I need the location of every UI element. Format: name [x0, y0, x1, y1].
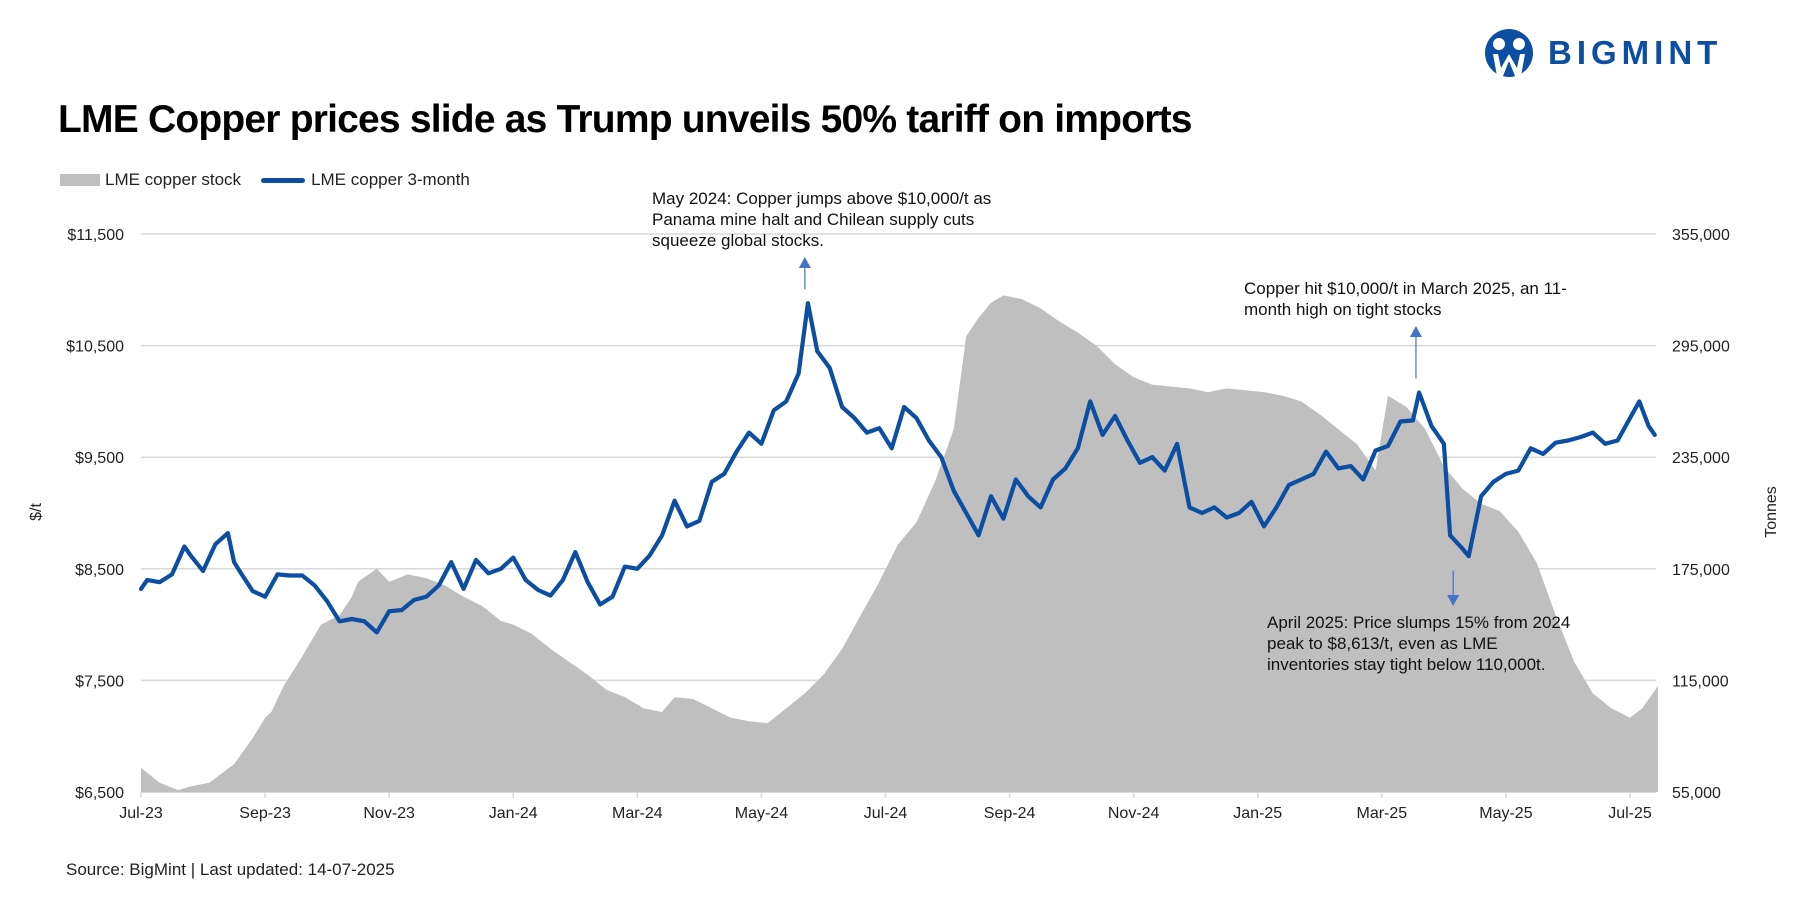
arrow-head-icon: [1447, 595, 1460, 606]
y2-tick-label: 115,000: [1672, 673, 1729, 690]
price-line: [138, 301, 1657, 635]
brand-logo: BIGMINT: [1484, 28, 1722, 78]
y2-tick-label: 55,000: [1672, 785, 1721, 802]
y-tick-label: $10,500: [66, 339, 124, 356]
annotation-line: Copper hit $10,000/t in March 2025, an 1…: [1244, 279, 1567, 298]
source-note: Source: BigMint | Last updated: 14-07-20…: [66, 860, 395, 879]
legend-label: LME copper 3-month: [311, 170, 470, 189]
annotation-line: May 2024: Copper jumps above $10,000/t a…: [652, 189, 992, 208]
x-tick-label: Jan-24: [489, 805, 538, 822]
x-tick-label: Jul-25: [1608, 805, 1652, 822]
y-tick-label: $6,500: [75, 785, 124, 802]
legend-label: LME copper stock: [105, 170, 242, 189]
y2-axis-title: Tonnes: [1763, 486, 1780, 538]
y2-tick-label: 355,000: [1672, 227, 1730, 244]
y2-tick-label: 175,000: [1672, 562, 1730, 579]
y-axis-title: $/t: [28, 503, 45, 521]
y-tick-label: $8,500: [75, 562, 124, 579]
legend-item-price[interactable]: LME copper 3-month: [261, 170, 470, 190]
x-tick-label: Jul-23: [119, 805, 163, 822]
brand-name: BIGMINT: [1548, 34, 1723, 71]
x-tick-label: Jan-25: [1233, 805, 1282, 822]
legend-item-stock[interactable]: LME copper stock: [60, 170, 241, 190]
legend: LME copper stock LME copper 3-month: [60, 170, 490, 190]
annotation-line: squeeze global stocks.: [652, 231, 824, 250]
annotation-arrows: [798, 257, 1460, 606]
y2-tick-label: 295,000: [1672, 339, 1730, 356]
y-tick-label: $11,500: [67, 227, 124, 244]
legend-swatch-area: [60, 174, 100, 186]
y2-tick-label: 235,000: [1672, 450, 1730, 467]
annotation-line: month high on tight stocks: [1244, 300, 1442, 319]
y-axis-right: 55,000 115,000 175,000 235,000 295,000 355,00…: [1672, 227, 1730, 802]
x-tick-label: Nov-24: [1108, 805, 1160, 822]
bigmint-people-circle-icon: [1485, 29, 1533, 77]
y-tick-label: $9,500: [75, 450, 124, 467]
x-tick-label: Mar-24: [612, 805, 663, 822]
x-tick-label: May-25: [1479, 805, 1532, 822]
x-tick-label: Nov-23: [363, 805, 415, 822]
stock-area: [141, 295, 1658, 792]
annotation-line: Panama mine halt and Chilean supply cuts: [652, 210, 975, 229]
annotation-apr2025: April 2025: Price slumps 15% from 2024 pe…: [1267, 612, 1570, 675]
y-tick-label: $7,500: [75, 673, 124, 690]
x-tick-label: May-24: [735, 805, 788, 822]
arrow-head-icon: [1409, 326, 1422, 337]
annotation-line: peak to $8,613/t, even as LME: [1267, 634, 1498, 653]
annotation-line: April 2025: Price slumps 15% from 2024: [1267, 613, 1571, 632]
arrow-head-icon: [798, 257, 811, 268]
x-tick-label: Mar-25: [1356, 805, 1407, 822]
chart-title: LME Copper prices slide as Trump unveils…: [58, 98, 1192, 141]
x-tick-label: Sep-23: [239, 805, 291, 822]
x-axis: Jul-23 Sep-23 Nov-23 Jan-24 Mar-24 May-24 Jul-…: [119, 792, 1652, 822]
x-tick-label: Jul-24: [864, 805, 908, 822]
legend-swatch-line: [261, 177, 306, 183]
annotation-line: inventories stay tight below 110,000t.: [1267, 655, 1546, 674]
x-tick-label: Sep-24: [984, 805, 1036, 822]
y-axis-left: $6,500 $7,500 $8,500 $9,500 $10,500 $11,500: [66, 227, 124, 802]
annotation-mar2025: Copper hit $10,000/t in March 2025, an 1…: [1244, 278, 1567, 320]
annotation-may2024: May 2024: Copper jumps above $10,000/t a…: [652, 188, 991, 251]
